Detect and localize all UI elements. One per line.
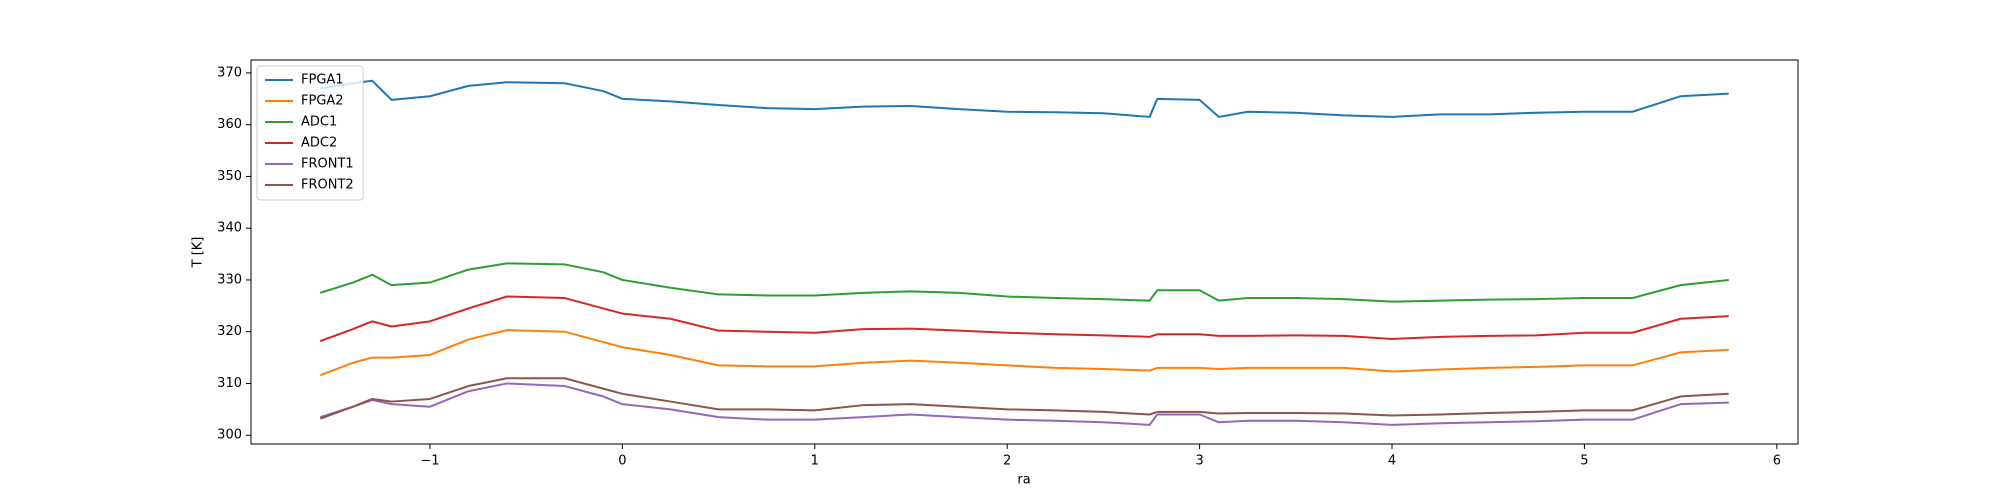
series-line: [319, 377, 1729, 420]
legend-label: FPGA1: [301, 73, 344, 88]
legend-label: ADC1: [301, 115, 337, 130]
legend-box: [256, 65, 364, 201]
x-tick-label: 4: [1388, 454, 1396, 469]
series-line: [319, 382, 1729, 426]
x-tick-label: 5: [1580, 454, 1588, 469]
y-axis-label: T [K]: [191, 237, 206, 269]
series-line: [319, 295, 1729, 342]
x-tick-label: −1: [420, 454, 439, 469]
legend-label: FPGA2: [301, 94, 344, 109]
y-tick-label: 320: [217, 324, 242, 339]
x-tick-label: 0: [618, 454, 626, 469]
y-tick-label: 370: [217, 65, 242, 80]
series-line: [320, 79, 1729, 118]
y-tick-label: 340: [217, 221, 242, 236]
x-axis-label: ra: [1017, 473, 1030, 488]
axes-frame: [250, 59, 1799, 445]
legend-label: FRONT1: [301, 157, 354, 172]
y-tick-label: 350: [217, 169, 242, 184]
legend: FPGA1 FPGA2 ADC1 ADC2 FRONT1 FRONT2: [256, 65, 364, 201]
x-tick-label: 1: [811, 454, 819, 469]
x-tick-label: 2: [1003, 454, 1011, 469]
legend-label: ADC2: [301, 136, 337, 151]
y-tick-label: 330: [217, 272, 242, 287]
series-line: [319, 329, 1729, 377]
y-tick-label: 300: [217, 428, 242, 443]
y-tick-label: 310: [217, 376, 242, 391]
x-tick-label: 3: [1195, 454, 1203, 469]
series-line: [319, 262, 1729, 303]
y-tick-label: 360: [217, 117, 242, 132]
legend-label: FRONT2: [301, 178, 354, 193]
x-tick-label: 6: [1773, 454, 1781, 469]
